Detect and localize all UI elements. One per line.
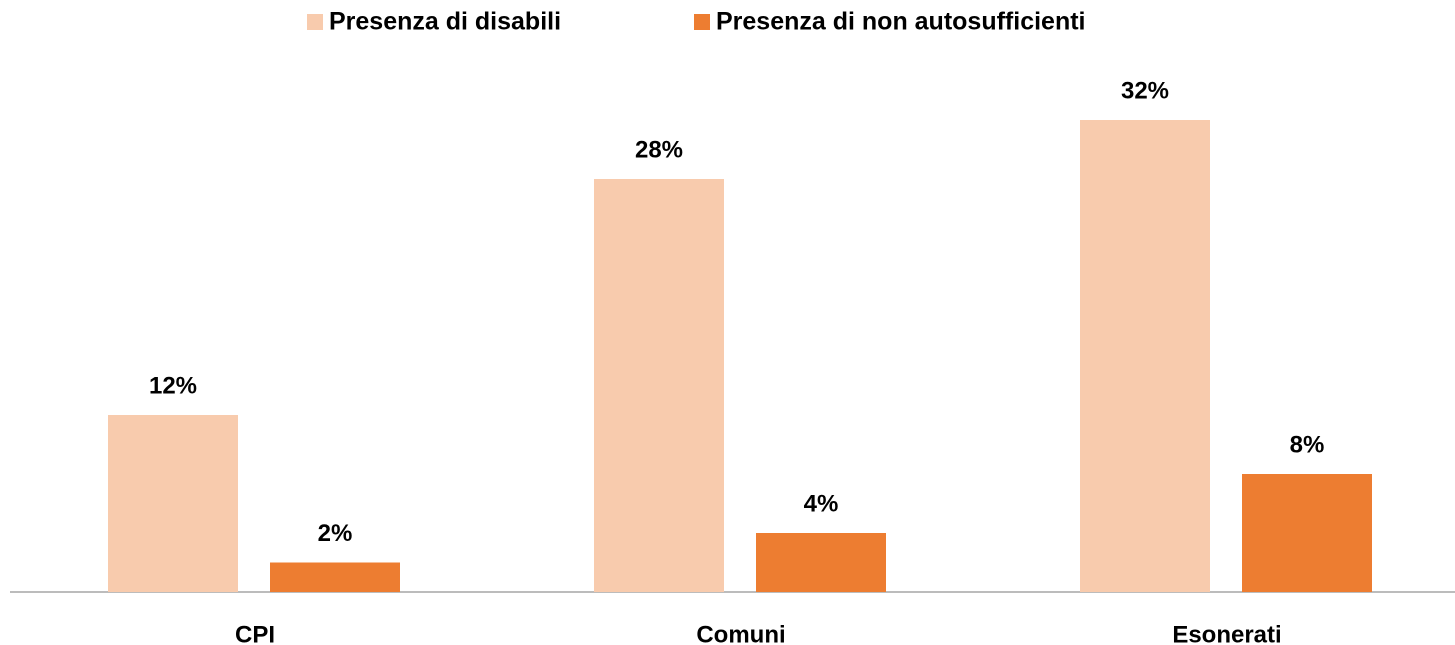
value-label: 12% [149, 372, 197, 399]
legend-label: Presenza di non autosufficienti [716, 8, 1086, 36]
bar [594, 179, 724, 592]
x-tick-label: Comuni [696, 621, 785, 645]
legend-swatch [694, 14, 710, 30]
bar [270, 562, 400, 592]
value-label: 4% [804, 490, 839, 517]
bar [756, 533, 886, 592]
x-tick-label: Esonerati [1172, 621, 1281, 645]
value-label: 28% [635, 136, 683, 163]
value-label: 8% [1290, 431, 1325, 458]
x-tick-label: CPI [235, 621, 275, 645]
bar [1242, 474, 1372, 592]
value-label: 2% [318, 520, 353, 547]
legend-swatch [307, 14, 323, 30]
bar [108, 415, 238, 592]
legend-label: Presenza di disabili [329, 8, 561, 36]
value-label: 32% [1121, 77, 1169, 104]
bar [1080, 120, 1210, 592]
